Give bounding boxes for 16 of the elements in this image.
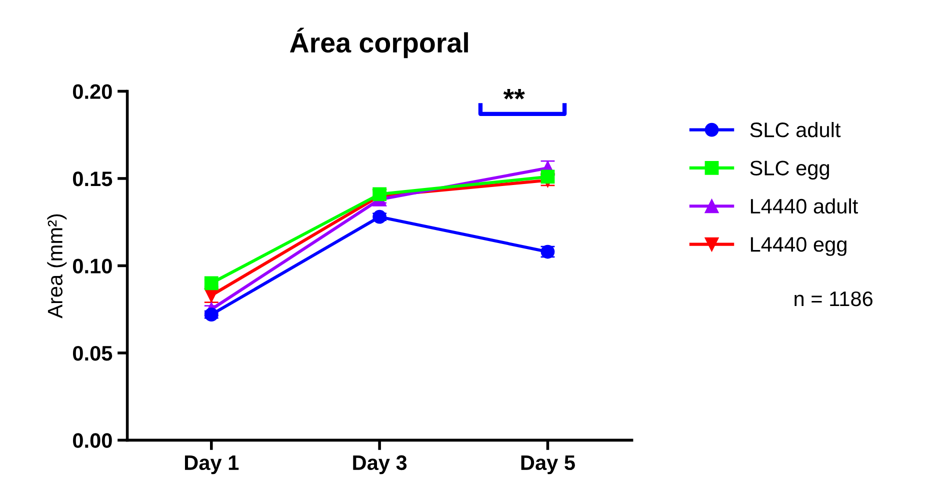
legend-label: SLC egg [750, 160, 829, 180]
y-tick-label: 0.20 [73, 84, 112, 100]
x-tick-label: Day 3 [353, 455, 407, 474]
legend-label: L4440 adult [750, 198, 858, 214]
y-tick-label: 0.05 [73, 346, 112, 361]
y-tick-label: 0.10 [73, 258, 112, 274]
y-tick-label: 0.15 [73, 171, 112, 186]
x-tick-label: Day 5 [521, 456, 575, 474]
x-tick-label: Day 1 [184, 456, 239, 474]
text: n = 1186 [794, 291, 872, 306]
annotation: ** [503, 89, 525, 100]
chart-title: Área corporal [290, 28, 468, 58]
legend-label: SLC adult [750, 122, 841, 138]
legend-label: L4440 egg [750, 237, 846, 256]
y-axis-title: Area (mm²) [47, 214, 67, 318]
y-tick-label: 0.00 [73, 433, 112, 448]
